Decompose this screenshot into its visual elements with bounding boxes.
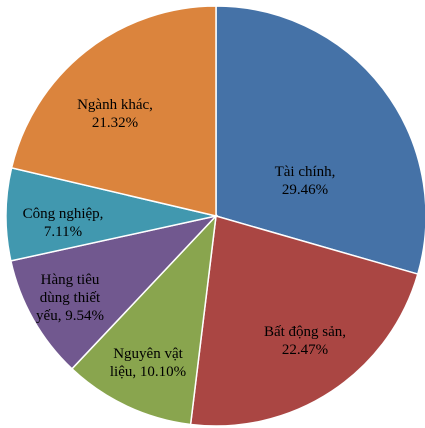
label-line: 29.46% xyxy=(282,182,328,198)
label-line: Hàng tiêu xyxy=(41,272,100,288)
label-line: Ngành khác, xyxy=(77,97,153,113)
slice-label: Hàng tiêu dùng thiết yếu, 9.54% xyxy=(36,272,104,324)
slice-label: Tài chính, 29.46% xyxy=(275,164,336,198)
label-line: Công nghiệp, xyxy=(23,206,104,222)
label-line: Tài chính, xyxy=(275,164,336,180)
label-line: Nguyên vật xyxy=(113,346,183,362)
label-line: 21.32% xyxy=(92,115,138,131)
slice-label: Nguyên vật liệu, 10.10% xyxy=(110,346,186,380)
label-line: liệu, 10.10% xyxy=(110,364,186,380)
slice-label: Ngành khác, 21.32% xyxy=(77,97,153,131)
slice-label: Công nghiệp, 7.11% xyxy=(23,206,104,240)
pie-slice xyxy=(70,213,218,426)
pie-slice xyxy=(9,214,219,370)
pie-slice xyxy=(215,5,425,276)
slice-label: Bất động sản, 22.47% xyxy=(264,324,346,358)
pie-slice xyxy=(189,215,419,427)
label-line: 7.11% xyxy=(44,224,82,240)
label-line: yếu, 9.54% xyxy=(36,308,104,324)
label-line: Bất động sản, xyxy=(264,324,346,340)
label-line: 22.47% xyxy=(282,342,328,358)
pie-slice xyxy=(10,5,217,217)
label-line: dùng thiết xyxy=(40,290,101,306)
